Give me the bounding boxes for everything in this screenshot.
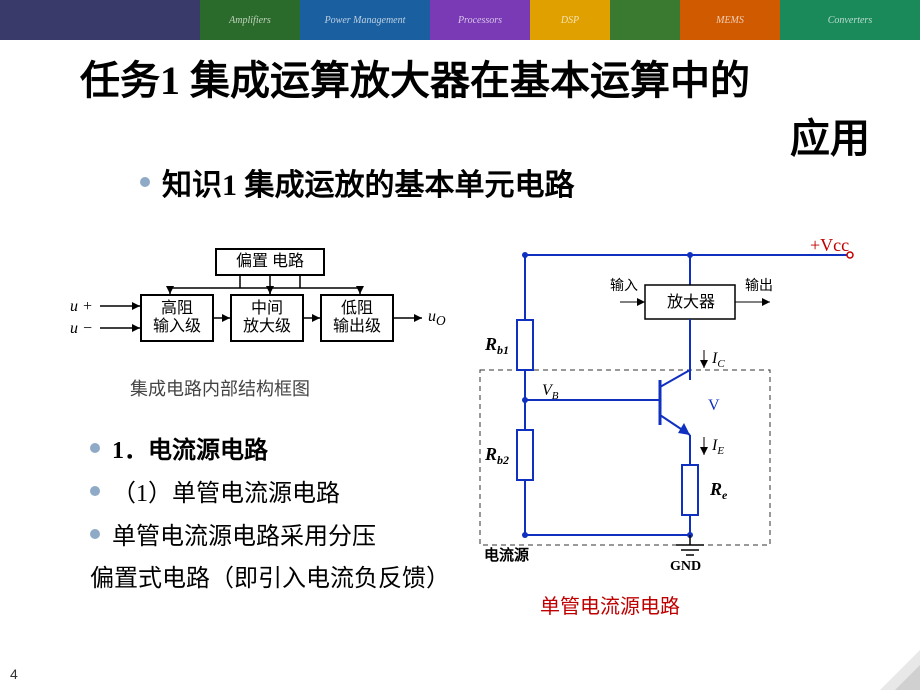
ie-label: IE xyxy=(711,437,724,457)
gnd-label: GND xyxy=(670,559,701,574)
page-curl-icon xyxy=(880,650,920,690)
block-diagram: u + u − 偏置 电路 高阻 输入级 中间 放大级 低阻 输出级 uO xyxy=(70,248,450,368)
decorative-top-band: AmplifiersPower ManagementProcessorsDSP M… xyxy=(0,0,920,40)
title-line2: 应用 xyxy=(80,106,900,164)
body-line-3: 单管电流源电路采用分压 xyxy=(90,516,470,551)
rb1-label: Rb1 xyxy=(484,334,509,357)
body-text: 1．电流源电路 （1）单管电流源电路 单管电流源电路采用分压 xyxy=(90,430,470,559)
band-segment: DSP xyxy=(530,0,610,40)
band-segment: Converters xyxy=(780,0,920,40)
bd-lines xyxy=(70,248,450,368)
circuit-caption: 单管电流源电路 xyxy=(540,590,680,619)
slide-title: 任务1 集成运算放大器在基本运算中的 应用 xyxy=(80,48,900,164)
circuit-svg: +Vcc 放大器 输入 输出 Rb1 Rb2 Re VB IC IE V GND… xyxy=(470,235,890,575)
body-line-2: （1）单管电流源电路 xyxy=(90,473,470,508)
title-line1: 任务1 集成运算放大器在基本运算中的 xyxy=(80,48,900,106)
band-segment: MEMS xyxy=(680,0,780,40)
band-segment: Processors xyxy=(430,0,530,40)
band-segment: Amplifiers xyxy=(200,0,300,40)
bullet-icon xyxy=(90,529,100,539)
subtitle-row: 知识1 集成运放的基本单元电路 xyxy=(140,160,575,204)
body-l4: 偏置式电路（即引入电流负反馈） xyxy=(90,558,450,593)
band-segment xyxy=(0,0,200,40)
body-line-1: 1．电流源电路 xyxy=(90,430,470,465)
vcc-label: +Vcc xyxy=(810,235,849,255)
body-l1: 1．电流源电路 xyxy=(112,430,268,465)
band-segment xyxy=(610,0,680,40)
bullet-icon xyxy=(140,177,150,187)
subtitle-text: 知识1 集成运放的基本单元电路 xyxy=(162,160,575,204)
body-l2: （1）单管电流源电路 xyxy=(112,473,340,508)
out-label: 输出 xyxy=(745,278,773,294)
band-segment: Power Management xyxy=(300,0,430,40)
slide: AmplifiersPower ManagementProcessorsDSP M… xyxy=(0,0,920,690)
page-number: 4 xyxy=(10,666,18,682)
re-label: Re xyxy=(709,479,728,502)
body-l3: 单管电流源电路采用分压 xyxy=(112,516,376,551)
bullet-icon xyxy=(90,443,100,453)
block-diagram-caption: 集成电路内部结构框图 xyxy=(130,375,310,401)
in-label: 输入 xyxy=(610,278,638,294)
v-transistor: V xyxy=(708,397,720,414)
bullet-icon xyxy=(90,486,100,496)
amp-label: 放大器 xyxy=(667,293,715,311)
rb2-label: Rb2 xyxy=(484,444,509,467)
box-label: 电流源 xyxy=(484,546,529,564)
circuit-diagram: +Vcc 放大器 输入 输出 Rb1 Rb2 Re VB IC IE V GND… xyxy=(470,235,890,575)
ic-label: IC xyxy=(711,350,725,370)
